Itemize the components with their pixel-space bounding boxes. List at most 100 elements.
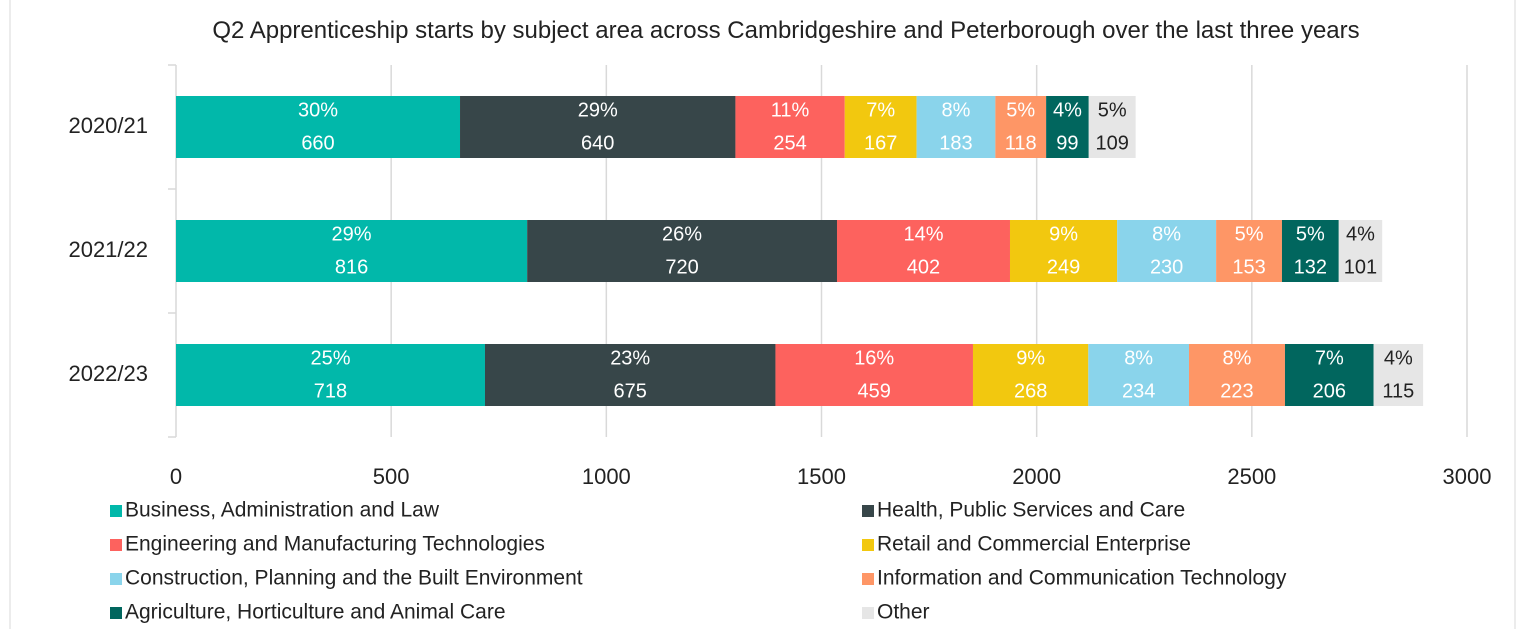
percent-label: 26% [662, 223, 702, 245]
bar-segment [176, 220, 528, 282]
bar-segment [1009, 220, 1118, 282]
percent-label: 29% [578, 99, 618, 121]
data-label: 640 [581, 132, 614, 154]
bar-segment [176, 96, 461, 158]
bar-segment [1216, 220, 1282, 282]
percent-label: 25% [310, 347, 350, 369]
data-label: 101 [1344, 256, 1377, 278]
percent-label: 7% [1315, 347, 1344, 369]
bar-segment [916, 96, 996, 158]
percent-label: 4% [1346, 223, 1375, 245]
legend-swatch [110, 607, 122, 619]
percent-label: 7% [866, 99, 895, 121]
bar-segment [735, 96, 845, 158]
legend-swatch [110, 505, 122, 517]
data-label: 720 [665, 256, 698, 278]
bar-segment [1088, 344, 1190, 406]
data-label: 223 [1220, 380, 1253, 402]
data-label: 109 [1096, 132, 1129, 154]
data-label: 115 [1382, 380, 1414, 402]
percent-label: 16% [854, 347, 894, 369]
legend-swatch [110, 539, 122, 551]
data-label: 254 [773, 132, 806, 154]
percent-label: 4% [1053, 99, 1082, 121]
data-label: 718 [314, 380, 347, 402]
data-label: 234 [1122, 380, 1155, 402]
bar-segment [1088, 96, 1136, 158]
data-label: 167 [864, 132, 897, 154]
legend-label: Other [877, 601, 930, 624]
data-label: 118 [1005, 132, 1037, 154]
bar-segment [836, 220, 1010, 282]
y-tick-label: 2022/23 [68, 361, 148, 386]
legend-swatch [110, 573, 122, 585]
legend-label: Information and Communication Technology [877, 567, 1287, 590]
legend-swatch [862, 573, 874, 585]
bar-segment [972, 344, 1089, 406]
percent-label: 8% [1124, 347, 1153, 369]
percent-label: 5% [1235, 223, 1264, 245]
x-tick-label: 2500 [1227, 464, 1276, 489]
percent-label: 8% [942, 99, 971, 121]
data-label: 402 [907, 256, 940, 278]
data-label: 230 [1150, 256, 1183, 278]
bar-segment [1189, 344, 1285, 406]
bar-segment [995, 96, 1047, 158]
data-label: 183 [939, 132, 972, 154]
legend-swatch [862, 607, 874, 619]
percent-label: 9% [1049, 223, 1078, 245]
legend-label: Construction, Planning and the Built Env… [125, 567, 583, 590]
bar-segment [1373, 344, 1424, 406]
percent-label: 5% [1006, 99, 1035, 121]
data-label: 249 [1047, 256, 1080, 278]
bar-segment [775, 344, 973, 406]
legend-swatch [862, 505, 874, 517]
y-tick-label: 2021/22 [68, 237, 148, 262]
x-tick-label: 2000 [1012, 464, 1061, 489]
bar-segment [460, 96, 736, 158]
percent-label: 5% [1098, 99, 1127, 121]
data-label: 459 [858, 380, 891, 402]
percent-label: 8% [1223, 347, 1252, 369]
legend-label: Business, Administration and Law [125, 499, 440, 522]
legend-label: Health, Public Services and Care [877, 499, 1185, 522]
percent-label: 4% [1384, 347, 1413, 369]
bar-segment [1046, 96, 1089, 158]
percent-label: 8% [1152, 223, 1181, 245]
percent-label: 23% [610, 347, 650, 369]
data-label: 153 [1232, 256, 1265, 278]
chart-title: Q2 Apprenticeship starts by subject area… [212, 17, 1360, 44]
x-tick-label: 1000 [582, 464, 631, 489]
percent-label: 14% [903, 223, 943, 245]
bar-segment [1117, 220, 1217, 282]
y-tick-label: 2020/21 [68, 113, 148, 138]
legend-label: Engineering and Manufacturing Technologi… [125, 533, 545, 556]
percent-label: 9% [1016, 347, 1045, 369]
x-tick-label: 1500 [797, 464, 846, 489]
percent-label: 30% [298, 99, 338, 121]
percent-label: 5% [1296, 223, 1325, 245]
data-label: 268 [1014, 380, 1047, 402]
data-label: 99 [1056, 132, 1078, 154]
percent-label: 29% [332, 223, 372, 245]
bar-segment [1338, 220, 1383, 282]
data-label: 206 [1313, 380, 1346, 402]
legend-label: Retail and Commercial Enterprise [877, 533, 1191, 556]
bar-segment [176, 344, 485, 406]
bar-segment [1284, 344, 1374, 406]
legend-swatch [862, 539, 874, 551]
x-tick-label: 3000 [1443, 464, 1492, 489]
percent-label: 11% [771, 99, 810, 121]
data-label: 675 [614, 380, 647, 402]
x-tick-label: 500 [373, 464, 410, 489]
bar-segment [484, 344, 776, 406]
frame [9, 0, 1516, 629]
x-tick-label: 0 [170, 464, 182, 489]
data-label: 660 [301, 132, 334, 154]
bar-segment [527, 220, 837, 282]
legend-label: Agriculture, Horticulture and Animal Car… [125, 601, 506, 624]
data-label: 132 [1294, 256, 1327, 278]
bar-segment [844, 96, 917, 158]
